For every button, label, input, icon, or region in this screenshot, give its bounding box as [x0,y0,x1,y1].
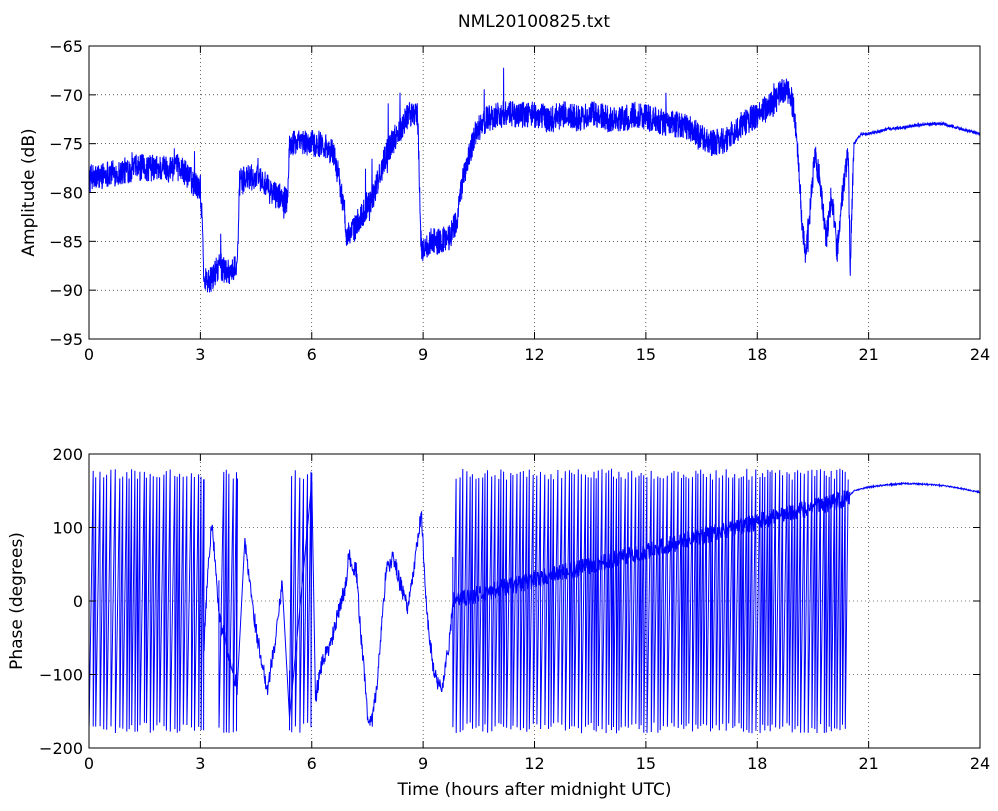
chart-title: NML20100825.txt [458,12,611,32]
phase-x-tick-label: 24 [970,754,990,773]
phase-x-axis-label: Time (hours after midnight UTC) [396,780,671,800]
amplitude-series [89,67,980,293]
amplitude-x-tick-label: 12 [524,345,544,364]
amplitude-y-tick-label: −70 [49,86,83,105]
phase-x-tick-label: 3 [195,754,205,773]
amplitude-y-axis-label: Amplitude (dB) [19,128,39,256]
phase-y-tick-label: −200 [39,739,83,758]
amplitude-y-tick-label: −95 [49,330,83,349]
amplitude-plot-area [89,46,980,339]
phase-plot: 0 3 6 9 12 15 18 21 24 −200 −100 0 100 200 Phase (degr… [7,445,990,800]
amplitude-x-tick-label: 21 [858,345,878,364]
phase-x-tick-label: 15 [636,754,656,773]
amplitude-x-tick-label: 18 [747,345,767,364]
amplitude-x-tick-label: 3 [195,345,205,364]
phase-wrap-segment-3 [452,468,849,734]
phase-wrap-segment-0 [89,469,205,734]
phase-y-axis-label: Phase (degrees) [7,532,27,670]
phase-y-tick-label: 200 [52,445,83,464]
amplitude-y-tick-label: −75 [49,135,83,154]
amplitude-x-tick-label: 15 [636,345,656,364]
phase-wrap-segment-1 [218,469,238,733]
phase-series [89,468,980,734]
amplitude-y-tick-label: −90 [49,281,83,300]
phase-x-tick-label: 18 [747,754,767,773]
phase-line [203,481,980,727]
amplitude-y-tick-label: −80 [49,184,83,203]
phase-x-tick-label: 12 [524,754,544,773]
amplitude-line [89,67,980,293]
phase-y-tick-label: 0 [73,592,83,611]
amplitude-plot: 0 3 6 9 12 15 18 21 24 −95 −90 −85 −80 −75 −70 −65 Ampli… [19,37,990,364]
phase-y-tick-label: −100 [39,666,83,685]
phase-x-tick-label: 21 [858,754,878,773]
phase-x-tick-label: 0 [84,754,94,773]
amplitude-x-tick-label: 9 [418,345,428,364]
amplitude-x-tick-label: 0 [84,345,94,364]
phase-x-tick-label: 6 [307,754,317,773]
phase-x-tick-label: 9 [418,754,428,773]
amplitude-x-tick-label: 6 [307,345,317,364]
amplitude-y-tick-label: −85 [49,232,83,251]
phase-y-tick-label: 100 [52,519,83,538]
amplitude-y-tick-label: −65 [49,37,83,56]
phase-wrap-segment-2 [289,470,313,733]
amplitude-x-tick-label: 24 [970,345,990,364]
